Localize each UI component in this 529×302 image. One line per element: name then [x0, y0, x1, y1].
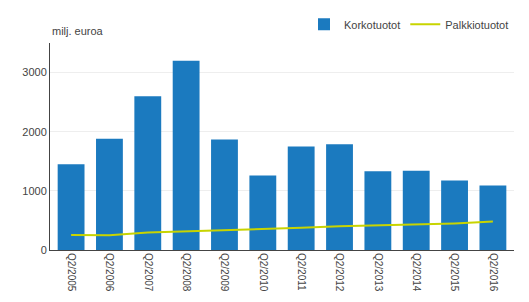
svg-text:0: 0	[41, 244, 47, 256]
svg-text:Q2/2013: Q2/2013	[373, 253, 384, 292]
svg-text:Korkotuotot: Korkotuotot	[344, 19, 400, 31]
svg-text:Palkkiotuotot: Palkkiotuotot	[445, 19, 508, 31]
svg-text:1000: 1000	[22, 185, 46, 197]
svg-text:Q2/2010: Q2/2010	[258, 253, 269, 292]
svg-text:Q2/2012: Q2/2012	[334, 253, 345, 292]
svg-text:2000: 2000	[22, 126, 46, 138]
svg-text:milj. euroa: milj. euroa	[52, 25, 104, 37]
svg-text:Q2/2006: Q2/2006	[104, 253, 115, 292]
svg-text:Q2/2008: Q2/2008	[181, 253, 192, 292]
svg-text:Q2/2009: Q2/2009	[219, 253, 230, 292]
svg-text:Q2/2015: Q2/2015	[449, 253, 460, 292]
svg-text:Q2/2014: Q2/2014	[411, 253, 422, 292]
svg-text:Q2/2007: Q2/2007	[143, 253, 154, 292]
svg-text:Q2/2005: Q2/2005	[66, 253, 77, 292]
svg-text:3000: 3000	[22, 66, 46, 78]
svg-text:Q2/2011: Q2/2011	[296, 253, 307, 291]
svg-text:Q2/2016: Q2/2016	[488, 253, 499, 292]
